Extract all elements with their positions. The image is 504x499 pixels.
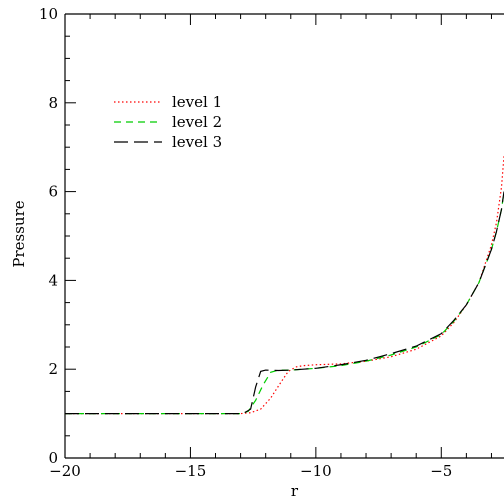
x-axis-label: r [291, 482, 299, 499]
legend-label-level-1: level 1 [172, 93, 222, 111]
series-layer [65, 156, 504, 415]
y-axis-label: Pressure [10, 200, 28, 267]
legend-label-level-2: level 2 [172, 113, 222, 131]
series-line-level-2 [65, 191, 504, 415]
legend: level 1 level 2 level 3 [114, 93, 222, 151]
x-tick-label: −15 [175, 462, 207, 480]
y-tick-label: 4 [48, 271, 58, 289]
y-tick-label: 8 [48, 94, 58, 112]
y-tick-label: 10 [39, 5, 58, 23]
x-tick-label: −10 [300, 462, 332, 480]
y-tick-label: 0 [48, 449, 58, 467]
y-tick-label: 2 [48, 360, 58, 378]
legend-label-level-3: level 3 [172, 133, 222, 151]
ticks-layer: −20 −15 −10 −5 0 2 4 6 8 10 [39, 5, 492, 480]
series-line-level-1 [65, 156, 504, 415]
y-tick-label: 6 [48, 183, 58, 201]
x-tick-label: −20 [49, 462, 81, 480]
x-tick-label: −5 [430, 462, 452, 480]
series-line-level-3 [65, 191, 504, 415]
plot-area [64, 13, 504, 459]
